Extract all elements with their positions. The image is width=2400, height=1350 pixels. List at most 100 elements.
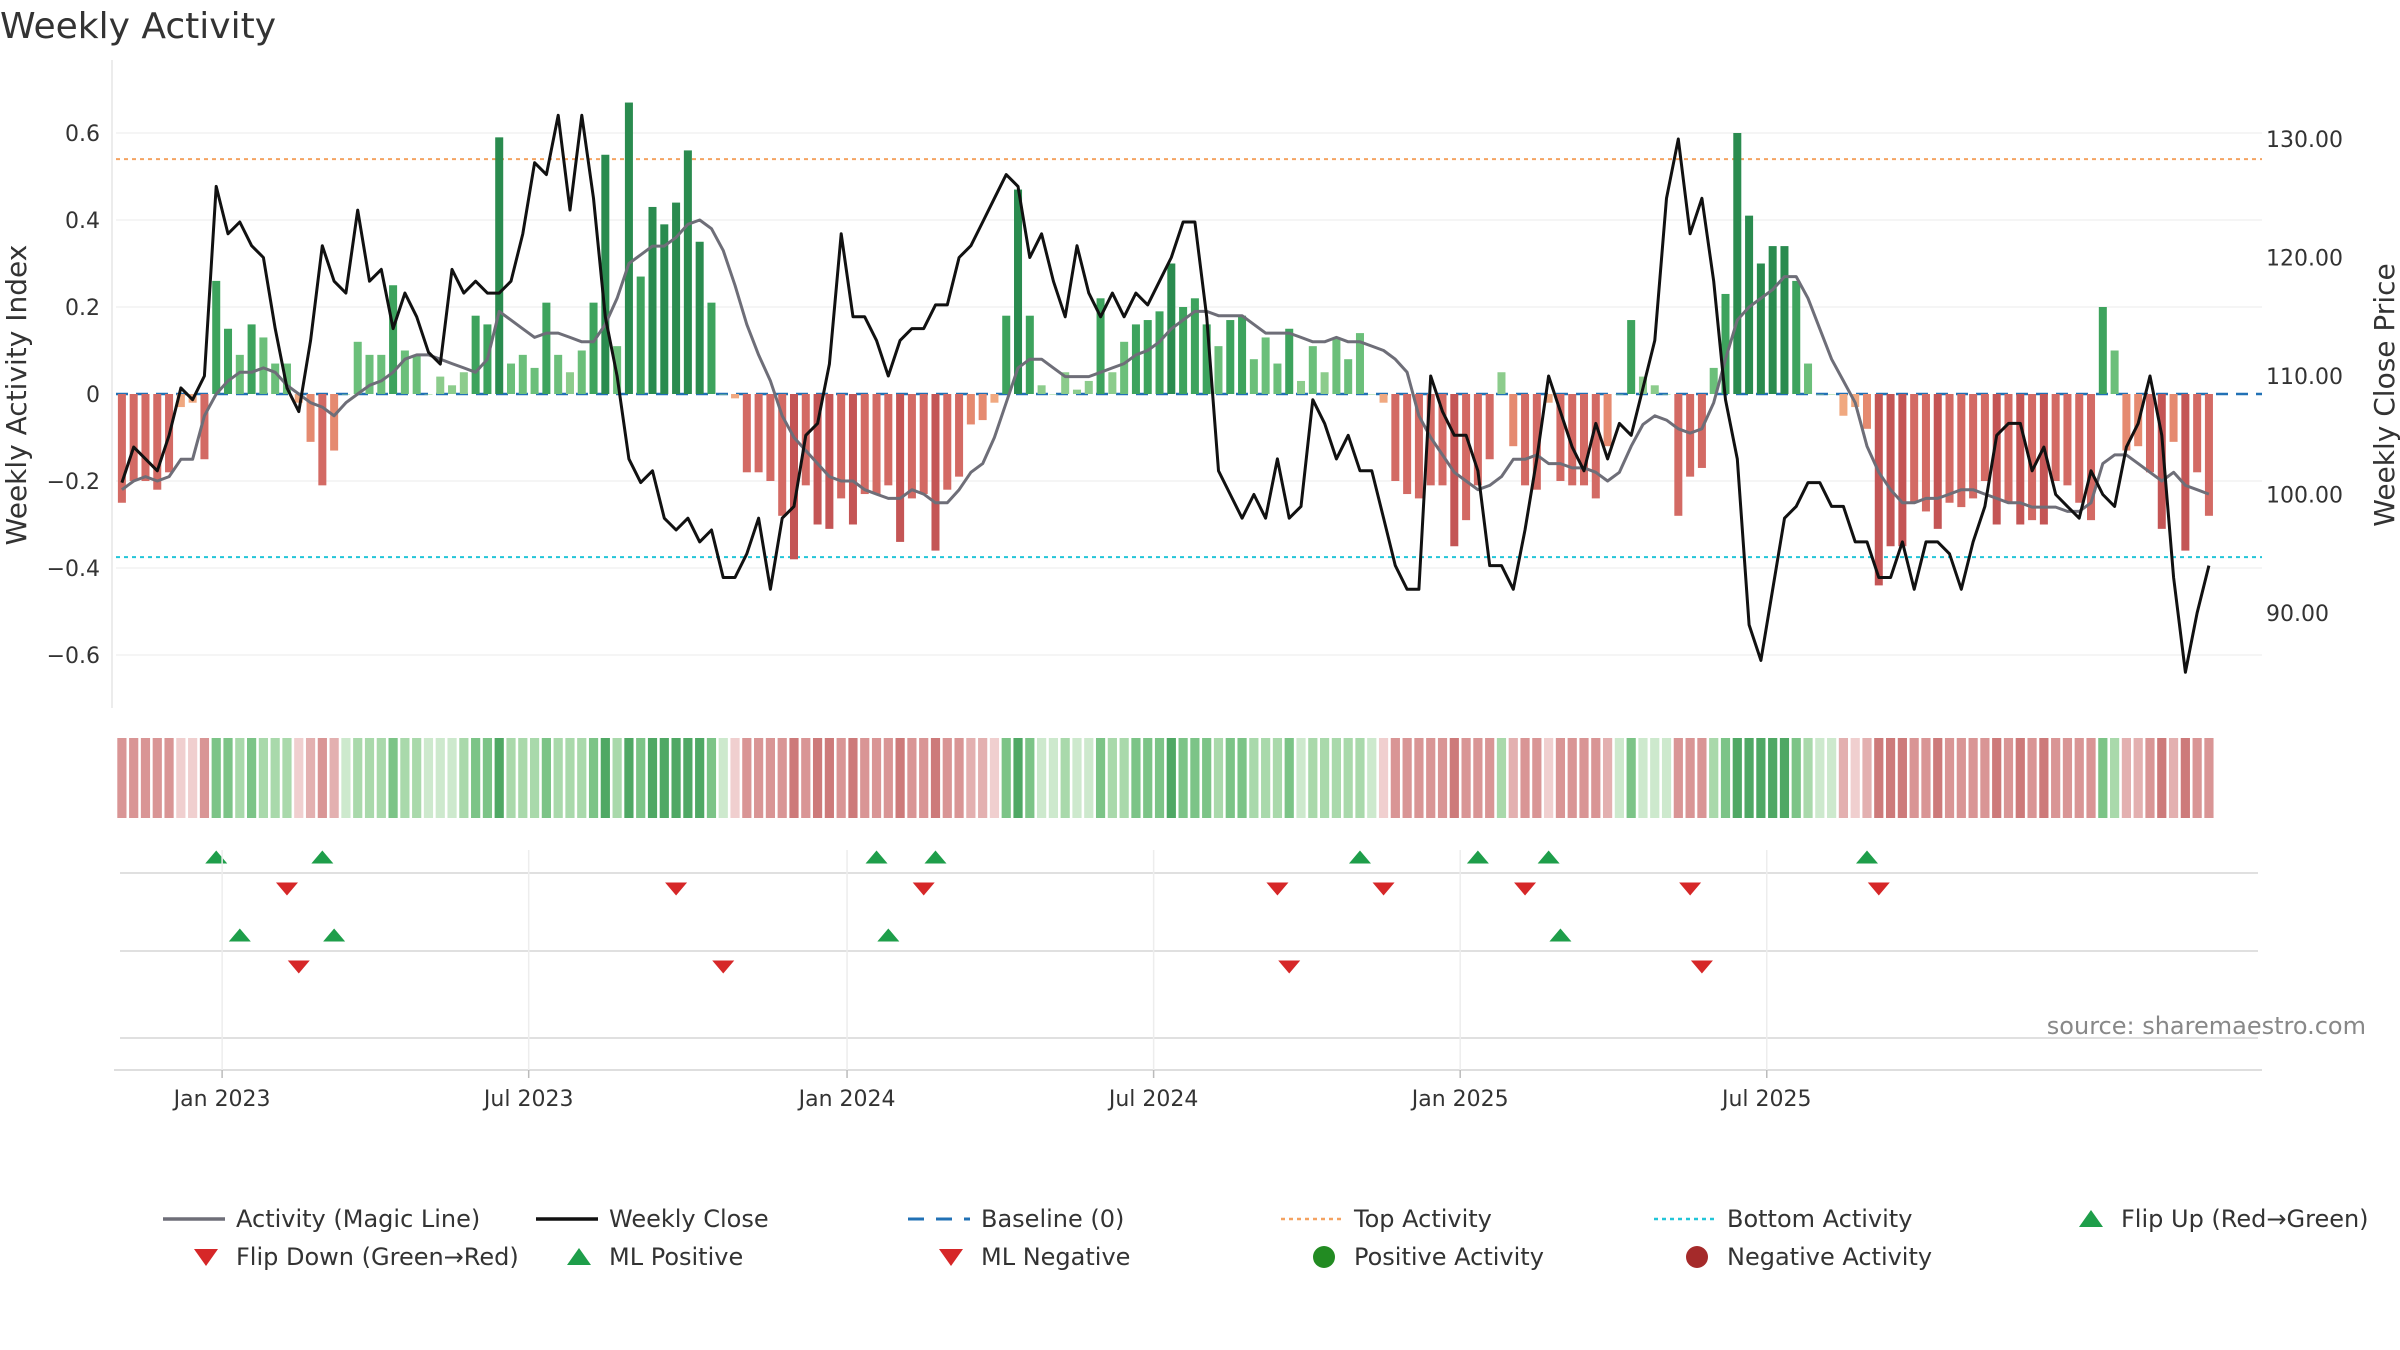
activity-bar [1002,315,1011,394]
strip-cell [1567,738,1577,818]
ml-negative-marker [1690,960,1713,974]
activity-bar [1768,246,1777,394]
activity-bar [565,372,574,394]
ml-negative-marker [1278,960,1301,974]
x-tick-label: Jul 2024 [1107,1087,1199,1112]
strip-cell [176,738,186,818]
activity-bar [1579,394,1589,486]
strip-cell [235,738,245,818]
strip-cell [1626,738,1636,818]
flip-up-marker [865,850,888,864]
legend: Activity (Magic Line) Weekly Close Baselin… [163,1205,2369,1271]
activity-bar [1662,394,1671,395]
strip-cell [400,738,410,818]
strip-cell [1225,738,1235,818]
strip-cell [742,738,752,818]
strip-cell [1331,738,1341,818]
strip-cell [364,738,375,818]
activity-bar [1921,394,1930,512]
activity-bar [389,285,398,394]
activity-bar [1591,394,1600,499]
strip-cell [1367,738,1377,818]
strip-cell [754,738,764,818]
strip-cell [612,738,622,818]
strip-cell [1025,738,1035,818]
activity-bar [1131,324,1140,394]
strip-cell [2015,738,2025,818]
legend-label: ML Positive [609,1243,743,1271]
strip-cell [1202,738,1212,818]
strip-cell [636,738,646,818]
activity-bar [294,394,303,403]
flip-up-marker [924,850,947,864]
strip-cell [270,738,280,818]
activity-bar [2145,394,2154,473]
activity-bar [683,150,692,394]
activity-bar [990,394,999,403]
activity-bar [955,394,964,477]
activity-bar [1391,394,1400,481]
y2-tick-label: 130.00 [2266,128,2343,153]
strip-cell [376,738,386,818]
activity-bar [554,354,563,394]
strip-cell [588,738,599,818]
activity-bar [1367,394,1376,395]
strip-cell [1166,738,1176,818]
activity-bar [1815,394,1824,395]
strip-cell [1650,738,1660,818]
activity-bar [1037,385,1046,394]
strip-cell [471,738,481,818]
ml-negative-marker [712,960,735,974]
strip-cell [1084,738,1094,818]
activity-bar [341,394,350,395]
activity-bar [2039,394,2048,525]
strip-cell [199,738,210,818]
strip-cell [1107,738,1117,818]
activity-bar [1485,394,1494,460]
activity-bar [224,328,233,394]
activity-bar [1945,394,1954,503]
strip-cell [329,738,339,818]
strip-cell [647,738,658,818]
strip-cell [765,738,776,818]
strip-cell [1355,738,1365,818]
ml-positive-marker [323,928,346,942]
strip-cell [1485,738,1495,818]
strip-cell [164,738,174,818]
strip-cell [789,738,799,818]
activity-bar [412,354,421,394]
strip-cell [1992,738,2002,818]
flip-up-marker [1855,850,1878,864]
activity-bar [1190,298,1199,394]
strip-cell [1143,738,1153,818]
activity-bar [1697,394,1706,468]
strip-cell [247,738,257,818]
strip-cell [1673,738,1683,818]
activity-bar [176,394,185,408]
strip-cell [1426,738,1436,818]
y2-tick-label: 90.00 [2266,602,2329,627]
activity-bar [1957,394,1966,508]
y-tick-label: 0 [86,383,100,408]
activity-bar [860,394,869,495]
strip-cell [942,738,952,818]
strip-cell [1921,738,1931,818]
activity-bar [1615,394,1624,395]
strip-cell [1614,738,1624,818]
activity-bar [660,224,669,394]
activity-bar [1332,337,1341,394]
strip-cell [1095,738,1106,818]
strip-cell [871,738,882,818]
legend-item: Bottom Activity [1654,1205,1912,1233]
activity-bar [766,394,775,481]
strip-cell [1720,738,1731,818]
strip-cell [1815,738,1825,818]
grid [111,60,2262,708]
activity-bar [1721,293,1730,394]
strip-cell [730,738,740,818]
activity-bar [436,376,445,394]
strip-cell [600,738,610,818]
activity-bar [1745,215,1754,394]
activity-bar [471,315,480,394]
